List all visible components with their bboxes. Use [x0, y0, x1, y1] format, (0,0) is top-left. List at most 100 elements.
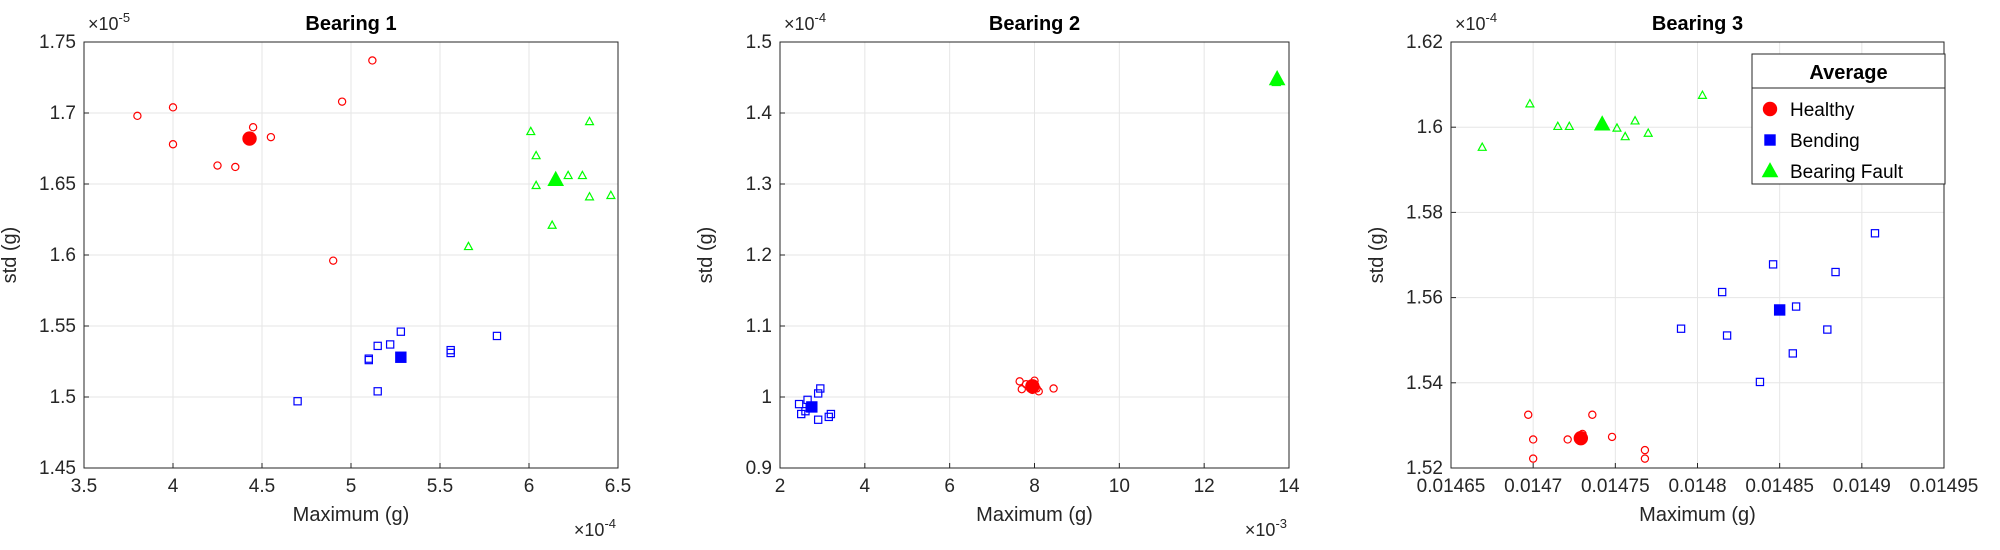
x-tick-label: 0.01475: [1581, 476, 1650, 497]
bending-point: [1676, 324, 1686, 333]
healthy-point: [1640, 445, 1650, 455]
chart-panel-2: 2 4 6 8 10 12 14 0.9 1 1.1 1.2 1.3 1.4 1.5 Bearing 2 Ma…: [695, 10, 1300, 540]
chart-title: Bearing 1: [305, 13, 396, 35]
x-tick-label: 2: [775, 476, 786, 497]
y-tick-label: 1.5: [746, 32, 772, 53]
bearing-fault-point: [563, 170, 574, 180]
y-tick-label: 1.4: [746, 103, 773, 124]
x-multiplier-exp: -3: [1275, 516, 1287, 531]
y-multiplier-base: ×10: [88, 14, 119, 34]
y-tick-label: 1.5: [50, 387, 76, 408]
y-tick-label: 1.56: [1406, 288, 1443, 309]
bearing-fault-point: [605, 189, 616, 200]
bearing-fault-point: [1477, 141, 1488, 151]
bearing-fault-point: [531, 180, 542, 190]
legend-title: Average: [1809, 62, 1887, 84]
x-axis-multiplier: ×10-3: [1245, 516, 1287, 540]
bending-point: [396, 327, 406, 336]
y-tick-label: 1.7: [50, 103, 76, 124]
y-tick-label: 1.62: [1406, 32, 1443, 53]
bearing-fault-point: [1630, 115, 1641, 125]
bending-average-marker: [806, 401, 818, 413]
legend-box: [1751, 53, 1946, 185]
bearing-fault-point: [1612, 122, 1622, 132]
x-multiplier-base: ×10: [1245, 520, 1276, 540]
x-tick-label: 0.01465: [1417, 476, 1486, 497]
x-tick-label: 0.0149: [1833, 476, 1891, 497]
y-tick-label: 1.75: [39, 32, 76, 53]
y-tick-label: 1.52: [1406, 458, 1443, 479]
y-tick-label: 1.65: [39, 174, 76, 195]
x-tick-label: 14: [1278, 476, 1300, 497]
chart-title: Bearing 2: [989, 13, 1080, 35]
bearing-fault-average-marker: [1593, 115, 1611, 131]
healthy-average-marker: [242, 131, 257, 146]
x-tick-label: 8: [1029, 476, 1040, 497]
bending-point: [1788, 349, 1798, 358]
y-tick-label: 1.55: [39, 316, 76, 337]
x-multiplier-base: ×10: [574, 520, 605, 540]
healthy-point: [1049, 384, 1058, 393]
y-tick-label: 1.3: [746, 174, 772, 195]
data-layer: [133, 56, 616, 406]
bending-point: [813, 415, 823, 424]
data-layer: [794, 69, 1286, 424]
x-multiplier-exp: -4: [604, 516, 616, 531]
healthy-point: [1640, 454, 1650, 463]
healthy-point: [1528, 435, 1538, 444]
axes-box: [779, 41, 1290, 469]
y-axis-label: std (g): [0, 227, 21, 284]
x-axis-label: Maximum (g): [1639, 504, 1756, 526]
x-tick-label: 6: [944, 476, 955, 497]
x-tick-label: 4: [168, 476, 179, 497]
bearing-fault-point: [1524, 98, 1535, 108]
bending-point: [794, 399, 804, 409]
x-tick-label: 6.5: [605, 476, 631, 497]
bearing-fault-point: [1643, 127, 1654, 137]
y-multiplier-exp: -5: [119, 10, 131, 25]
chart-title: Bearing 3: [1652, 13, 1743, 35]
bending-point: [1823, 325, 1832, 334]
bending-point: [373, 341, 382, 351]
healthy-point: [231, 162, 240, 172]
legend-bearing-fault-label: Bearing Fault: [1790, 162, 1904, 183]
bending-point: [813, 389, 823, 398]
bending-point: [364, 355, 374, 365]
axes-box: [83, 41, 619, 469]
data-layer: [1477, 89, 1880, 463]
x-tick-label: 5: [346, 476, 357, 497]
bending-point: [1831, 267, 1840, 277]
bearing-fault-point: [1552, 120, 1563, 131]
x-tick-label: 5.5: [427, 476, 453, 497]
healthy-point: [1524, 410, 1533, 419]
bearing-fault-average-marker: [1268, 69, 1286, 86]
healthy-point: [1528, 454, 1538, 463]
healthy-point: [168, 140, 178, 149]
y-tick-label: 1.6: [50, 245, 76, 266]
bending-point: [492, 331, 502, 341]
bending-average-marker: [395, 351, 407, 363]
y-tick-label: 1: [761, 387, 772, 408]
bending-point: [1870, 229, 1880, 238]
x-tick-label: 4: [860, 476, 871, 497]
healthy-point: [329, 256, 338, 265]
x-axis-label: Maximum (g): [293, 504, 410, 526]
healthy-point: [1017, 384, 1026, 394]
bending-point: [385, 340, 395, 349]
bearing-fault-point: [577, 170, 588, 180]
bearing-fault-point: [547, 219, 558, 229]
x-axis-multiplier: ×10-4: [574, 516, 616, 540]
x-tick-label: 0.01485: [1745, 476, 1814, 497]
x-tick-label: 10: [1109, 476, 1130, 497]
bearing-fault-point: [1620, 131, 1631, 141]
healthy-point: [168, 103, 178, 112]
bending-point: [797, 409, 806, 419]
axes-box: [1450, 41, 1945, 469]
healthy-point: [1563, 435, 1572, 444]
bending-point: [1768, 260, 1778, 269]
y-multiplier-exp: -4: [815, 10, 827, 25]
x-tick-label: 6: [524, 476, 535, 497]
y-tick-label: 0.9: [746, 458, 772, 479]
chart-panel-3: 0.01465 0.0147 0.01475 0.0148 0.01485 0.0149 0…: [1366, 10, 1978, 526]
y-multiplier-base: ×10: [1455, 14, 1486, 34]
